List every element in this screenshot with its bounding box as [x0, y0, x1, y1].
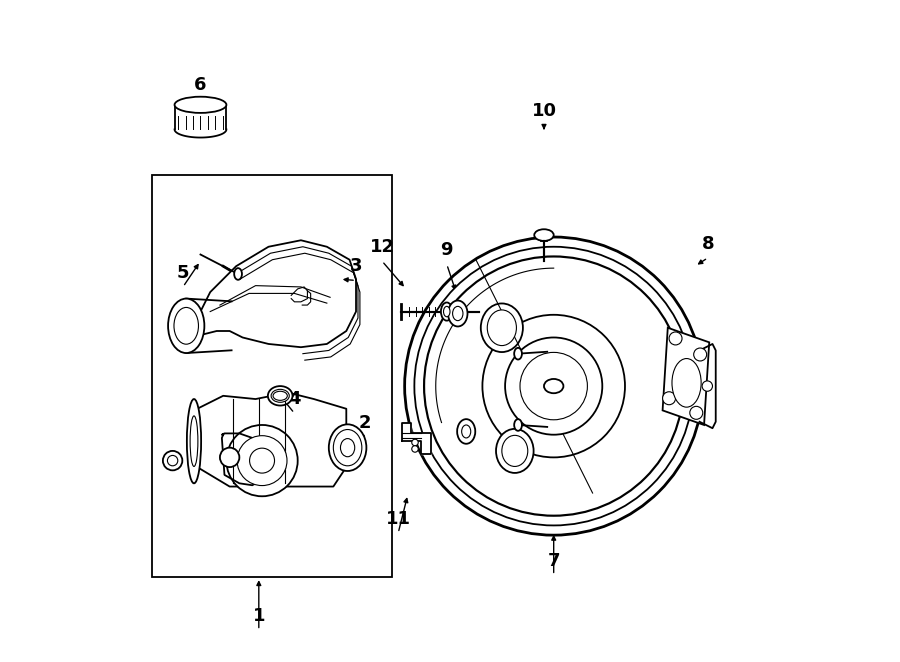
Circle shape: [689, 406, 703, 419]
Text: 8: 8: [702, 234, 715, 252]
Ellipse shape: [448, 301, 467, 326]
Ellipse shape: [174, 307, 199, 344]
Text: 5: 5: [176, 263, 189, 281]
Polygon shape: [222, 434, 256, 485]
Ellipse shape: [167, 455, 178, 466]
Circle shape: [412, 439, 418, 446]
Bar: [152, 175, 392, 577]
Polygon shape: [699, 344, 716, 428]
Ellipse shape: [457, 419, 475, 444]
Ellipse shape: [444, 307, 450, 316]
Circle shape: [520, 352, 588, 420]
Circle shape: [424, 256, 683, 516]
Circle shape: [220, 448, 239, 467]
Text: 12: 12: [369, 238, 394, 256]
Text: 7: 7: [547, 552, 560, 570]
Ellipse shape: [234, 268, 242, 280]
Circle shape: [405, 237, 703, 535]
Circle shape: [505, 338, 602, 435]
Circle shape: [414, 247, 693, 526]
Ellipse shape: [514, 348, 522, 359]
Ellipse shape: [328, 424, 366, 471]
Circle shape: [237, 436, 287, 485]
Ellipse shape: [502, 436, 527, 467]
Ellipse shape: [487, 310, 517, 346]
Ellipse shape: [496, 429, 534, 473]
Polygon shape: [402, 423, 430, 454]
Ellipse shape: [271, 389, 289, 402]
Text: 4: 4: [288, 390, 301, 408]
Circle shape: [702, 381, 713, 391]
Text: 10: 10: [532, 102, 556, 120]
Ellipse shape: [481, 303, 523, 352]
Ellipse shape: [168, 299, 204, 353]
Ellipse shape: [462, 425, 471, 438]
Circle shape: [249, 448, 274, 473]
Circle shape: [662, 392, 676, 404]
Circle shape: [694, 348, 706, 361]
Polygon shape: [662, 328, 709, 425]
Ellipse shape: [441, 303, 453, 320]
Polygon shape: [197, 393, 346, 487]
Circle shape: [227, 425, 298, 496]
Ellipse shape: [268, 386, 292, 406]
Text: 2: 2: [358, 414, 371, 432]
Ellipse shape: [535, 229, 554, 241]
Ellipse shape: [340, 439, 355, 457]
Text: 9: 9: [478, 446, 490, 465]
Ellipse shape: [514, 419, 522, 431]
Text: 1: 1: [253, 607, 266, 625]
Text: 3: 3: [350, 258, 363, 275]
Ellipse shape: [333, 430, 362, 466]
Circle shape: [482, 315, 625, 457]
Circle shape: [669, 332, 682, 345]
Polygon shape: [187, 240, 356, 347]
Ellipse shape: [190, 416, 198, 467]
Ellipse shape: [273, 391, 287, 401]
Text: 9: 9: [440, 241, 453, 259]
Text: 11: 11: [386, 510, 410, 528]
Ellipse shape: [175, 97, 227, 113]
Circle shape: [412, 446, 418, 452]
Ellipse shape: [453, 307, 463, 320]
Text: 6: 6: [194, 75, 207, 94]
Ellipse shape: [163, 451, 183, 470]
Ellipse shape: [544, 379, 563, 393]
Ellipse shape: [187, 399, 201, 483]
Ellipse shape: [672, 359, 701, 407]
